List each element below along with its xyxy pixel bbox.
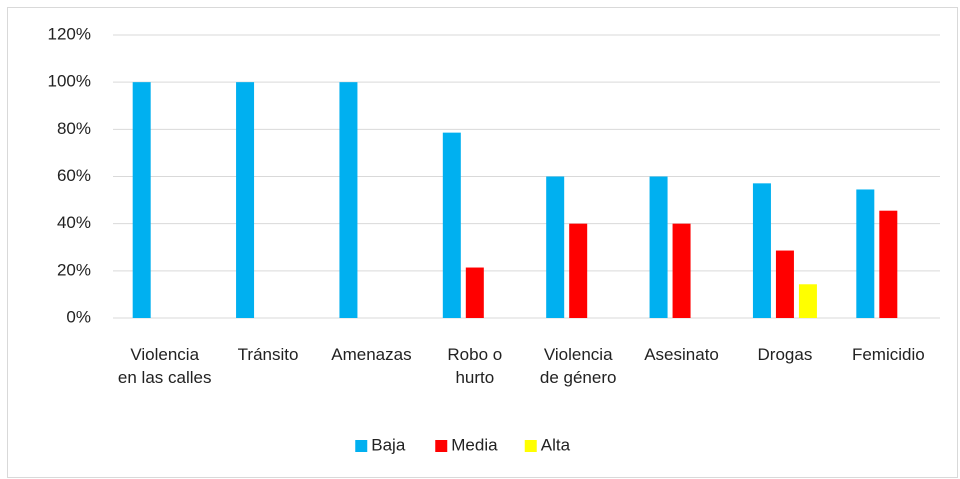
x-tick-label: Femicidio	[851, 345, 925, 364]
x-tick-label: Violencia de género	[539, 345, 617, 387]
y-tick-label: 80%	[57, 119, 91, 138]
bar	[856, 189, 875, 318]
bar	[752, 183, 771, 318]
y-tick-label: 120%	[48, 24, 91, 43]
bar	[442, 132, 461, 318]
legend-label: Media	[451, 435, 498, 454]
x-tick-label: Drogas	[757, 345, 813, 364]
chart-border	[7, 7, 958, 478]
bar	[465, 267, 484, 318]
legend-label: Baja	[371, 435, 406, 454]
y-tick-label: 60%	[57, 166, 91, 185]
legend-swatch	[524, 440, 537, 452]
bar	[798, 284, 817, 318]
bar	[132, 82, 151, 319]
x-tick-label: Asesinato	[644, 345, 719, 364]
x-tick-label: Amenazas	[331, 345, 412, 364]
y-tick-label: 20%	[57, 260, 91, 279]
bar	[546, 176, 565, 318]
bar	[339, 82, 358, 319]
x-tick-label: Violencia en las calles	[117, 345, 212, 387]
y-tick-label: 0%	[66, 307, 91, 326]
bar	[775, 250, 794, 318]
bar	[236, 82, 255, 319]
legend-swatch	[435, 440, 448, 452]
x-tick-label: Robo o hurto	[447, 345, 503, 387]
x-tick-label: Tránsito	[237, 345, 299, 364]
y-tick-label: 40%	[57, 213, 91, 232]
bar	[672, 223, 691, 318]
legend-label: Alta	[541, 435, 571, 454]
bar	[879, 210, 898, 318]
y-tick-label: 100%	[48, 72, 91, 91]
bar	[649, 176, 668, 318]
bar	[569, 223, 588, 318]
legend-swatch	[355, 440, 368, 452]
